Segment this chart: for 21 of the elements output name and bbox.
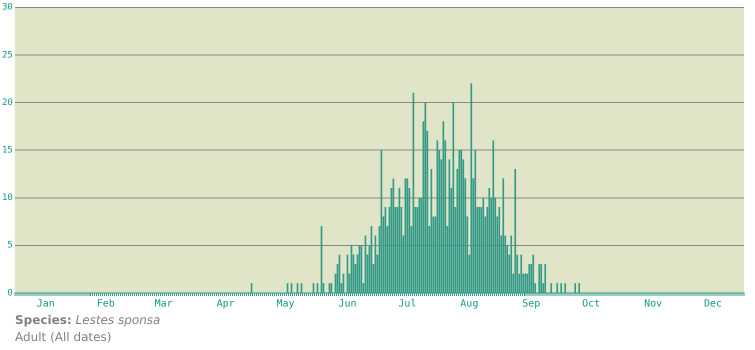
x-tick-label: Apr [216,298,235,310]
y-tick-label: 25 [2,50,13,60]
x-tick-label: Nov [644,298,662,310]
x-tick-label: Sep [522,298,540,310]
x-tick-label: May [276,298,295,310]
x-tick-label: Dec [704,298,722,310]
x-tick-label: Jan [36,298,55,310]
y-tick-label: 0 [7,288,13,298]
y-tick-label: 15 [2,146,13,156]
x-tick-label: Oct [582,298,600,310]
x-tick-label: Mar [154,298,173,310]
x-tick-label: Jun [338,298,356,310]
x-tick-label: Aug [460,298,478,310]
y-tick-label: 5 [7,240,13,251]
x-tick-label: Feb [96,298,115,310]
text: Adult (All dates) [15,329,112,346]
y-tick-label: 10 [2,193,13,204]
x-tick-label: Jul [398,298,416,310]
y-tick-label: 30 [2,2,13,13]
text: Species: Lestes sponsa [15,313,160,327]
y-tick-label: 20 [2,98,13,108]
